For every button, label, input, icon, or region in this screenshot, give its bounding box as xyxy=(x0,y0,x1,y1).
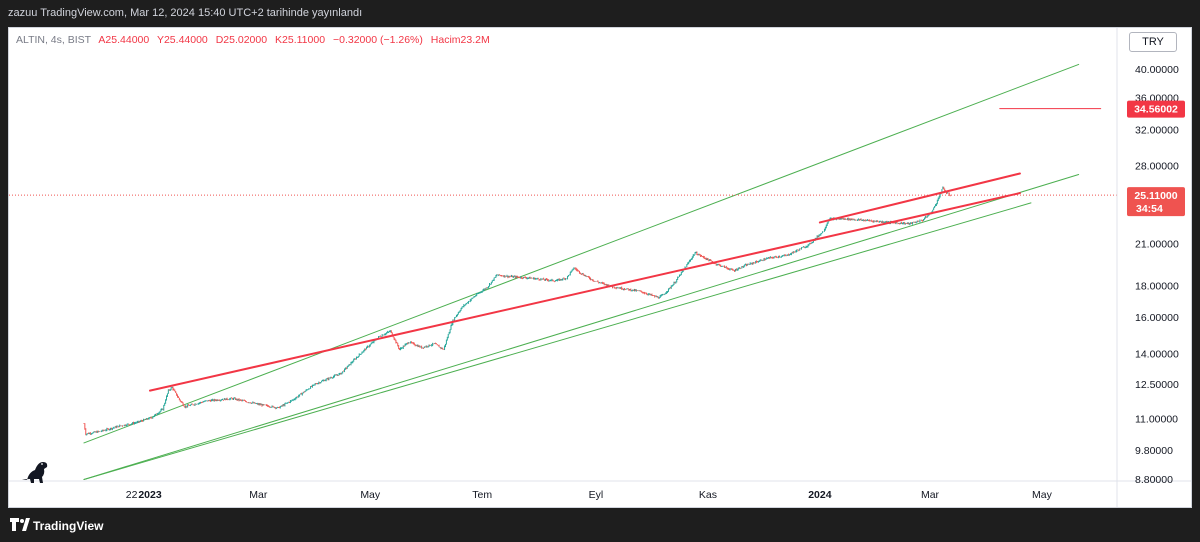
last-price-badge xyxy=(1127,187,1185,217)
bar-countdown: 34:54 xyxy=(1136,203,1163,215)
x-tick-label: Eyl xyxy=(589,489,604,501)
y-tick-label: 8.80000 xyxy=(1135,474,1173,486)
legend-close: K25.11000 xyxy=(275,34,326,46)
tradingview-logo-icon xyxy=(10,518,30,531)
trendline-steep xyxy=(818,172,1021,224)
legend-change: −0.32000 (−1.26%) xyxy=(332,34,423,46)
y-tick-label: 40.00000 xyxy=(1135,64,1179,76)
x-tick-label: Mar xyxy=(921,489,940,501)
x-tick-label: 2023 xyxy=(138,489,162,501)
chart-canvas[interactable]: 8.80000 9.80000 11.00000 12.50000 14.00000 16… xyxy=(9,28,1192,508)
currency-button[interactable]: TRY xyxy=(1129,32,1177,52)
chart-pane[interactable]: 8.80000 9.80000 11.00000 12.50000 14.00000 16… xyxy=(8,27,1192,508)
channel-upper-line xyxy=(83,63,1080,444)
y-tick-label: 9.80000 xyxy=(1135,445,1173,457)
y-tick-label: 11.00000 xyxy=(1135,414,1178,426)
legend-high: Y25.44000 xyxy=(156,34,208,46)
y-tick-label: 21.00000 xyxy=(1135,239,1179,251)
price-layer xyxy=(83,186,951,436)
legend-symbol: ALTIN, 4s, BIST xyxy=(16,34,92,46)
legend-volume: Hacim23.2M xyxy=(430,34,490,46)
y-tick-label: 16.00000 xyxy=(1135,312,1179,324)
x-tick-label: May xyxy=(1032,489,1053,501)
x-tick-label: 2024 xyxy=(808,489,832,501)
x-tick-label: Mar xyxy=(249,489,268,501)
y-tick-label: 14.00000 xyxy=(1135,348,1179,360)
axis-layer: 8.80000 9.80000 11.00000 12.50000 14.00000 16… xyxy=(9,28,1191,507)
trendline-main xyxy=(149,192,1021,392)
footer-bar: TradingView xyxy=(0,508,1200,542)
top-bar: zazuu TradingView.com, Mar 12, 2024 15:4… xyxy=(0,0,1200,26)
trendline-layer xyxy=(149,108,1102,392)
legend-low: D25.02000 xyxy=(215,34,268,46)
target-price-badge xyxy=(1127,100,1185,118)
target-price-value: 34.56002 xyxy=(1134,104,1178,116)
chart-legend: ALTIN, 4s, BIST A25.44000 Y25.44000 D25.… xyxy=(16,34,495,46)
channel-middle-line xyxy=(83,173,1080,480)
channel-lower-line xyxy=(83,202,1032,480)
dino-mascot-icon xyxy=(22,462,48,483)
y-tick-label: 28.00000 xyxy=(1135,161,1179,173)
channel-layer xyxy=(9,63,1117,480)
x-tick-label: 22 xyxy=(126,489,138,501)
x-tick-label: Kas xyxy=(699,489,717,501)
legend-open: A25.44000 xyxy=(98,34,150,46)
last-price-value: 25.11000 xyxy=(1134,190,1177,202)
x-tick-label: May xyxy=(360,489,381,501)
y-tick-label: 18.00000 xyxy=(1135,280,1179,292)
y-tick-label: 32.00000 xyxy=(1135,124,1179,136)
publish-info: zazuu TradingView.com, Mar 12, 2024 15:4… xyxy=(8,7,363,19)
x-tick-label: Tem xyxy=(472,489,492,501)
y-tick-label: 12.50000 xyxy=(1135,379,1179,391)
tradingview-brand: TradingView xyxy=(33,519,104,533)
